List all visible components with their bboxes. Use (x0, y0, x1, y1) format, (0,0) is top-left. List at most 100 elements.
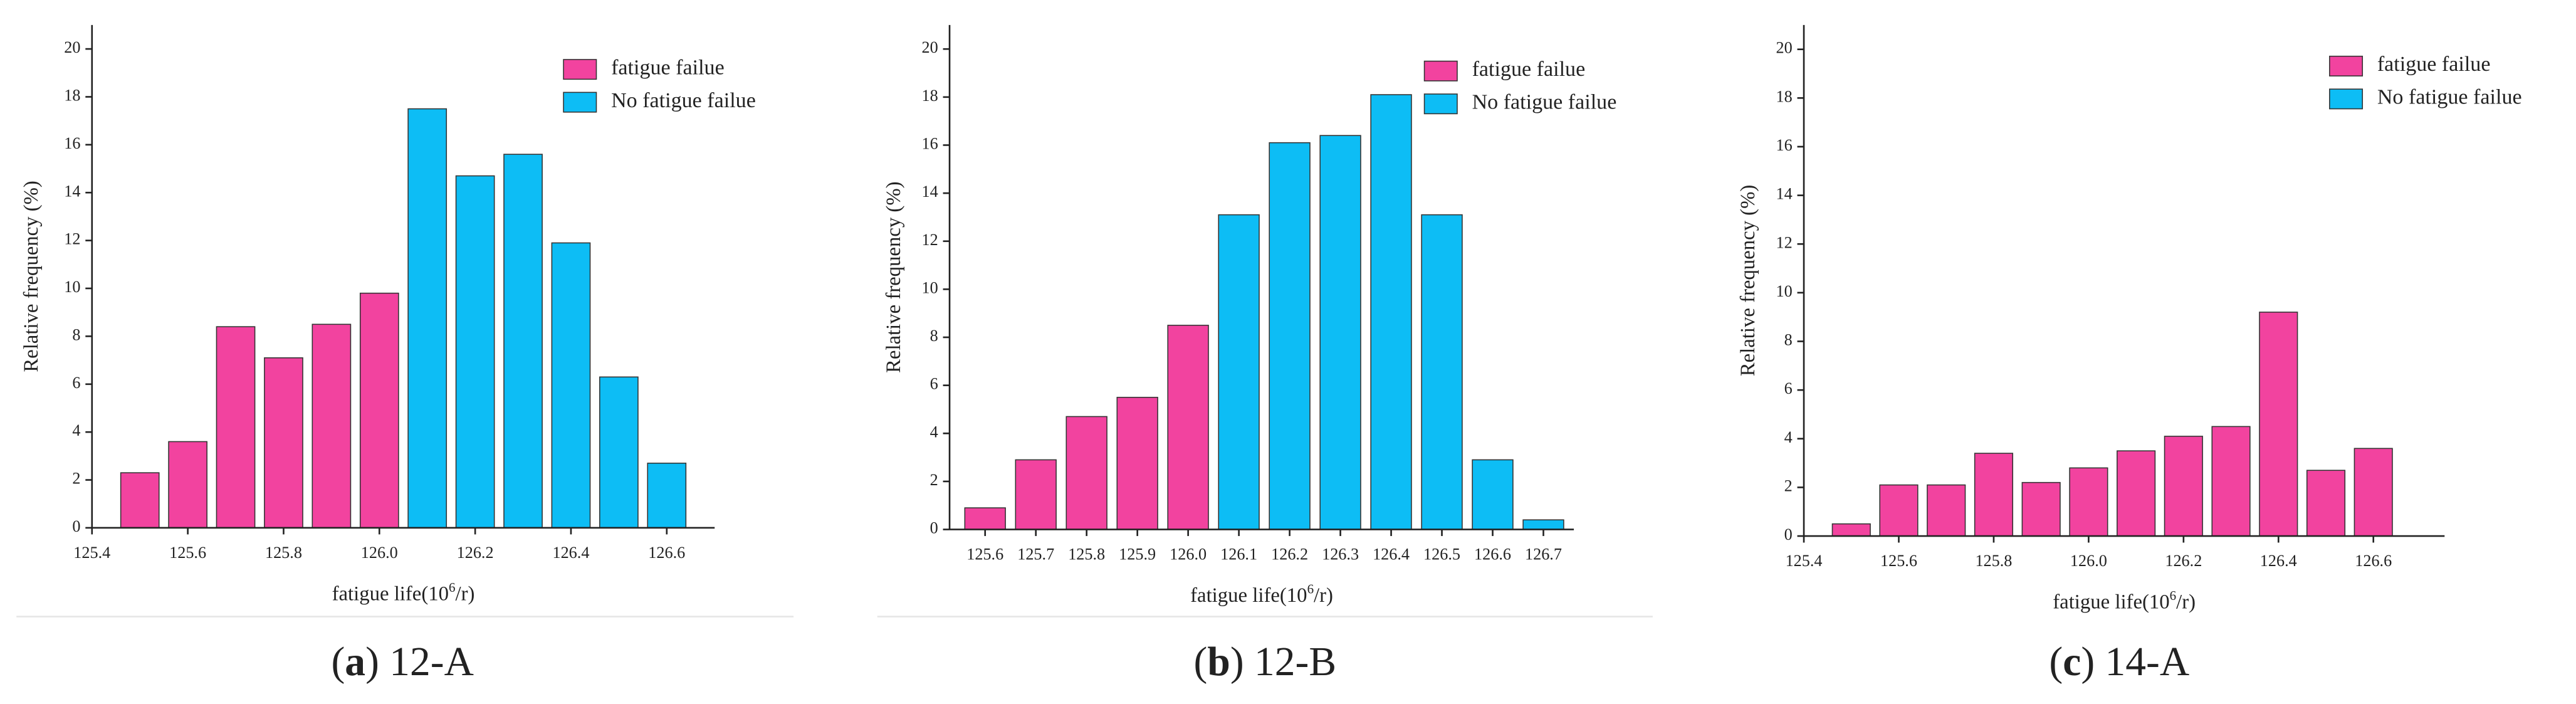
x-tick-label: 125.8 (265, 544, 302, 562)
x-tick-label: 125.7 (1017, 545, 1054, 564)
x-tick-label: 126.5 (1423, 545, 1460, 564)
y-tick-label: 20 (64, 38, 80, 56)
y-tick-label: 14 (921, 182, 938, 201)
y-axis-title: Relative frequency (%) (20, 181, 43, 372)
x-tick-label: 126.1 (1220, 545, 1257, 564)
x-axis-title-part: fatigue life(10 (332, 582, 449, 605)
x-tick-label: 126.0 (361, 544, 398, 562)
bar (503, 154, 543, 528)
bar (1421, 214, 1463, 530)
x-tick-label: 125.4 (73, 544, 110, 562)
y-tick-label: 2 (930, 471, 938, 489)
y-axis-title: Relative frequency (%) (882, 181, 905, 373)
bar (168, 441, 207, 528)
x-axis-title: fatigue life(106/r) (2053, 588, 2196, 613)
caption-part: ( (331, 639, 345, 685)
x-axis-title-part: /r) (455, 582, 474, 605)
y-tick-label: 20 (1776, 39, 1792, 57)
x-tick-label: 126.4 (552, 544, 589, 562)
caption: (a) 12-A (331, 639, 473, 685)
chart: 0 2 4 6 8 10 12 14 16 18 20 125.4 125.6 125.8 126.0 126… (20, 24, 756, 685)
x-axis-title-part: /r) (1314, 584, 1333, 607)
legend-swatch (563, 59, 597, 80)
legend-label: No fatigue failue (2377, 86, 2522, 109)
x-tick-label: 125.6 (169, 544, 206, 562)
y-tick-label: 18 (921, 87, 938, 105)
bar (599, 376, 639, 528)
legend-swatch (2329, 88, 2364, 110)
y-tick-label: 18 (64, 86, 80, 104)
bar (1472, 459, 1514, 530)
y-axis-title: Relative frequency (%) (1737, 185, 1759, 377)
legend-label: fatigue failue (2377, 53, 2491, 76)
caption-part: ( (2049, 639, 2063, 685)
bar (2069, 467, 2108, 537)
caption-part: b (1207, 639, 1230, 685)
legend-swatch (1423, 93, 1458, 115)
x-axis-title-part: fatigue life(10 (1190, 584, 1307, 607)
caption-part: c (2063, 639, 2081, 685)
bar (551, 242, 591, 528)
y-tick-label: 2 (72, 470, 80, 488)
bar (312, 323, 352, 528)
chart: 0 2 4 6 8 10 12 14 16 18 20 125.4 125.6 125.8 126.0 126… (1737, 24, 2522, 685)
bar (1065, 416, 1107, 530)
y-tick-label: 16 (64, 134, 80, 152)
bar (1974, 453, 2014, 537)
y-tick-label: 0 (72, 517, 80, 535)
x-tick-label: 126.6 (2355, 552, 2392, 570)
bar (264, 357, 303, 528)
caption: (c) 14-A (2049, 639, 2189, 685)
x-axis-title: fatigue life(106/r) (1190, 581, 1333, 606)
x-tick-label: 125.4 (1786, 552, 1823, 570)
bar (455, 175, 495, 528)
x-tick-label: 126.6 (648, 544, 685, 562)
bar (1522, 519, 1564, 530)
bar (1879, 484, 1919, 537)
bar (2259, 312, 2298, 537)
bar (2353, 448, 2393, 537)
bar (216, 326, 256, 528)
legend-swatch (563, 92, 597, 113)
x-tick-label: 126.0 (2070, 552, 2107, 570)
bar (359, 292, 399, 528)
caption-part: ( (1194, 639, 1208, 685)
y-tick-label: 12 (1776, 233, 1792, 251)
x-axis-title-superscript: 6 (449, 580, 455, 595)
y-tick-label: 12 (921, 231, 938, 249)
bar (647, 463, 687, 528)
bar (2164, 436, 2203, 537)
legend-label: No fatigue failue (1472, 91, 1617, 114)
y-tick-label: 16 (1776, 136, 1792, 154)
x-tick-label: 125.6 (966, 545, 1003, 564)
bar (407, 108, 448, 528)
y-tick-label: 6 (1784, 379, 1793, 397)
legend-swatch (1423, 60, 1458, 81)
y-tick-label: 16 (921, 134, 938, 152)
caption-part: ) 12-A (365, 639, 474, 685)
legend-label: fatigue failue (1472, 58, 1586, 81)
y-tick-label: 10 (1776, 282, 1792, 300)
bar (1319, 135, 1361, 530)
chart: 0 2 4 6 8 10 12 14 16 18 20 125.6 125.7 125.8 125.9 126… (882, 24, 1617, 685)
y-tick-label: 4 (1784, 428, 1793, 446)
y-tick-label: 8 (1784, 331, 1793, 349)
bar (1015, 459, 1057, 530)
x-tick-label: 126.4 (2260, 552, 2297, 570)
y-tick-label: 0 (1784, 525, 1793, 544)
bar (964, 507, 1006, 530)
x-tick-label: 126.4 (1373, 545, 1410, 564)
y-tick-label: 4 (72, 421, 80, 439)
x-tick-label: 125.8 (1975, 552, 2012, 570)
x-tick-label: 126.7 (1525, 545, 1562, 564)
bar (1269, 142, 1311, 530)
y-tick-label: 8 (930, 327, 938, 345)
x-tick-label: 125.6 (1880, 552, 1917, 570)
x-tick-label: 126.0 (1170, 545, 1207, 564)
y-tick-label: 6 (72, 374, 80, 392)
bar (1831, 523, 1871, 537)
bar (1116, 397, 1158, 530)
y-tick-label: 14 (64, 182, 80, 200)
